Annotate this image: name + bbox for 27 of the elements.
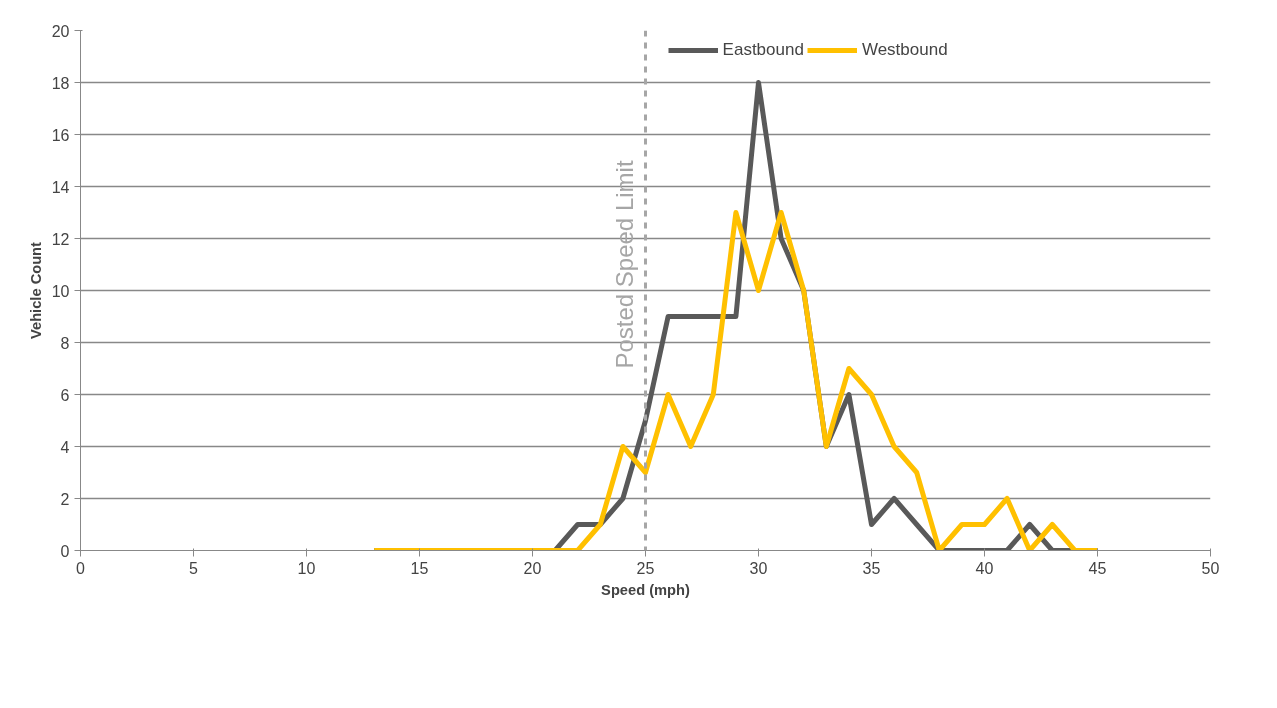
- x-axis-title: Speed (mph): [601, 581, 690, 598]
- x-tick-label: 30: [749, 559, 768, 577]
- x-tick-label: 10: [297, 559, 316, 577]
- x-tick-label: 25: [636, 559, 655, 577]
- y-tick-label: 10: [51, 282, 70, 300]
- legend-label: Eastbound: [722, 40, 804, 60]
- x-tick-label: 20: [523, 559, 542, 577]
- y-tick-label: 20: [51, 22, 70, 40]
- x-tick-label: 50: [1201, 559, 1220, 577]
- y-tick-label: 16: [51, 126, 70, 144]
- y-tick-label: 14: [51, 178, 70, 196]
- legend-label: Westbound: [861, 40, 948, 60]
- y-tick-label: 18: [51, 74, 70, 92]
- y-tick-label: 12: [51, 230, 70, 248]
- x-tick-label: 45: [1088, 559, 1107, 577]
- x-tick-label: 35: [862, 559, 881, 577]
- y-tick-label: 0: [60, 542, 70, 560]
- y-tick-label: 6: [60, 386, 70, 404]
- y-tick-label: 2: [60, 490, 70, 508]
- y-tick-label: 4: [60, 438, 70, 456]
- y-tick-label: 8: [60, 334, 70, 352]
- x-tick-label: 40: [975, 559, 994, 577]
- ref-line-label: Posted Speed Limit: [610, 160, 638, 369]
- x-tick-label: 15: [410, 559, 429, 577]
- x-tick-label: 5: [189, 559, 199, 577]
- y-axis-title: Vehicle Count: [27, 241, 44, 339]
- x-tick-label: 0: [76, 559, 86, 577]
